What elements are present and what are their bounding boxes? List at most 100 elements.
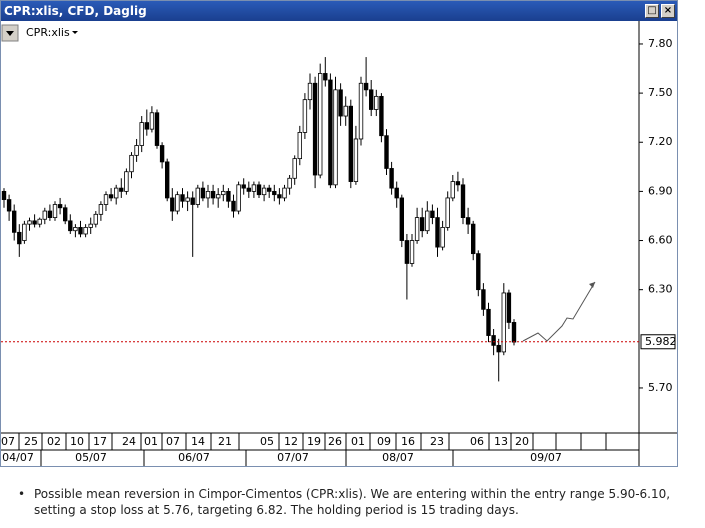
- x-day-label: 14: [191, 435, 205, 448]
- x-day-label: 13: [494, 435, 508, 448]
- candle-body: [134, 145, 139, 156]
- price-label-box: [640, 334, 676, 350]
- candle-body: [317, 73, 323, 176]
- price-label: 5.982: [645, 335, 677, 348]
- candle-body: [272, 190, 277, 196]
- candle-body: [425, 210, 430, 232]
- candle-body: [57, 204, 63, 209]
- candle-body: [511, 322, 517, 343]
- x-day-label: 23: [430, 435, 444, 448]
- candle-body: [481, 289, 486, 310]
- candle-body: [195, 187, 200, 205]
- y-tick-label: 7.80: [648, 37, 673, 50]
- candle-body: [139, 122, 144, 146]
- maximize-button[interactable]: □: [645, 4, 659, 18]
- candle-body: [312, 82, 318, 176]
- bullet: •: [18, 487, 26, 501]
- x-day-label: 25: [24, 435, 38, 448]
- candle-body: [323, 73, 328, 81]
- candle-body: [114, 187, 119, 199]
- candle-body: [42, 210, 47, 220]
- symbol-dropdown[interactable]: [72, 31, 78, 34]
- candle-body: [11, 210, 17, 233]
- close-button[interactable]: ×: [661, 4, 675, 18]
- candle-body: [88, 223, 93, 228]
- y-tick-label: 7.50: [648, 86, 673, 99]
- candle-body: [450, 181, 455, 199]
- candle-body: [302, 99, 308, 133]
- candle-body: [419, 217, 425, 232]
- candle-body: [455, 181, 461, 186]
- candle-body: [1, 190, 7, 200]
- y-tick-label: 6.90: [648, 184, 673, 197]
- candle-body: [159, 145, 165, 163]
- candle-body: [17, 231, 22, 245]
- candle-body: [144, 122, 149, 130]
- candle-body: [445, 197, 450, 228]
- candle-body: [353, 138, 359, 182]
- candle-body: [333, 89, 338, 186]
- candle-body: [399, 197, 404, 241]
- candle-body: [435, 217, 440, 248]
- candle-body: [368, 89, 374, 110]
- candle-body: [63, 207, 68, 222]
- x-day-label: 10: [70, 435, 84, 448]
- candle-body: [261, 187, 267, 196]
- candle-body: [379, 95, 384, 137]
- candle-body: [93, 213, 98, 225]
- candle-body: [73, 227, 78, 232]
- candle-body: [200, 187, 206, 199]
- x-day-label: 21: [218, 435, 232, 448]
- x-day-label: 05: [260, 435, 274, 448]
- candle-body: [47, 210, 53, 218]
- x-day-label: 01: [351, 435, 365, 448]
- candle-body: [154, 112, 160, 146]
- candle-body: [103, 194, 109, 205]
- candle-body: [404, 240, 410, 264]
- x-month-label: 05/07: [75, 451, 107, 464]
- candle-body: [210, 190, 216, 199]
- candle-body: [476, 253, 481, 291]
- candle-body: [363, 82, 369, 91]
- candle-body: [170, 197, 175, 212]
- candle-body: [124, 171, 129, 192]
- x-month-label: 04/07: [2, 451, 34, 464]
- candle-body: [119, 187, 124, 192]
- candle-body: [37, 218, 42, 225]
- y-tick-label: 6.60: [648, 234, 673, 247]
- candle-body: [68, 220, 73, 232]
- x-day-label: 26: [328, 435, 342, 448]
- candle-body: [292, 158, 297, 179]
- y-tick-label: 7.20: [648, 135, 673, 148]
- candle-body: [277, 194, 282, 199]
- candle-body: [394, 187, 399, 199]
- candle-body: [486, 308, 491, 336]
- candle-body: [175, 194, 180, 212]
- candle-body: [266, 187, 272, 192]
- candle-body: [409, 240, 415, 264]
- x-month-label: 09/07: [530, 451, 562, 464]
- candle-body: [501, 292, 506, 353]
- note-text: Possible mean reversion in Cimpor-Ciment…: [34, 487, 671, 517]
- candle-body: [32, 220, 37, 225]
- candle-body: [215, 194, 221, 199]
- candle-body: [231, 200, 236, 212]
- candle-body: [430, 210, 435, 218]
- symbol-label[interactable]: CPR:xlis: [26, 26, 70, 39]
- candle-body: [241, 184, 246, 189]
- candle-body: [6, 199, 12, 212]
- forecast-path: [522, 281, 596, 342]
- x-day-label: 20: [515, 435, 529, 448]
- candle-body: [226, 190, 231, 202]
- note: • Possible mean reversion in Cimpor-Cime…: [18, 486, 703, 518]
- candle-body: [389, 168, 394, 189]
- x-month-label: 06/07: [178, 451, 210, 464]
- x-month-label: 08/07: [382, 451, 414, 464]
- candle-body: [414, 217, 420, 241]
- candle-body: [22, 223, 27, 241]
- x-day-label: 16: [401, 435, 415, 448]
- title-bar: CPR:xlis, CFD, Daglig □ ×: [1, 1, 677, 21]
- candle-body: [83, 227, 88, 235]
- candle-body: [78, 227, 83, 235]
- candle-body: [491, 335, 496, 346]
